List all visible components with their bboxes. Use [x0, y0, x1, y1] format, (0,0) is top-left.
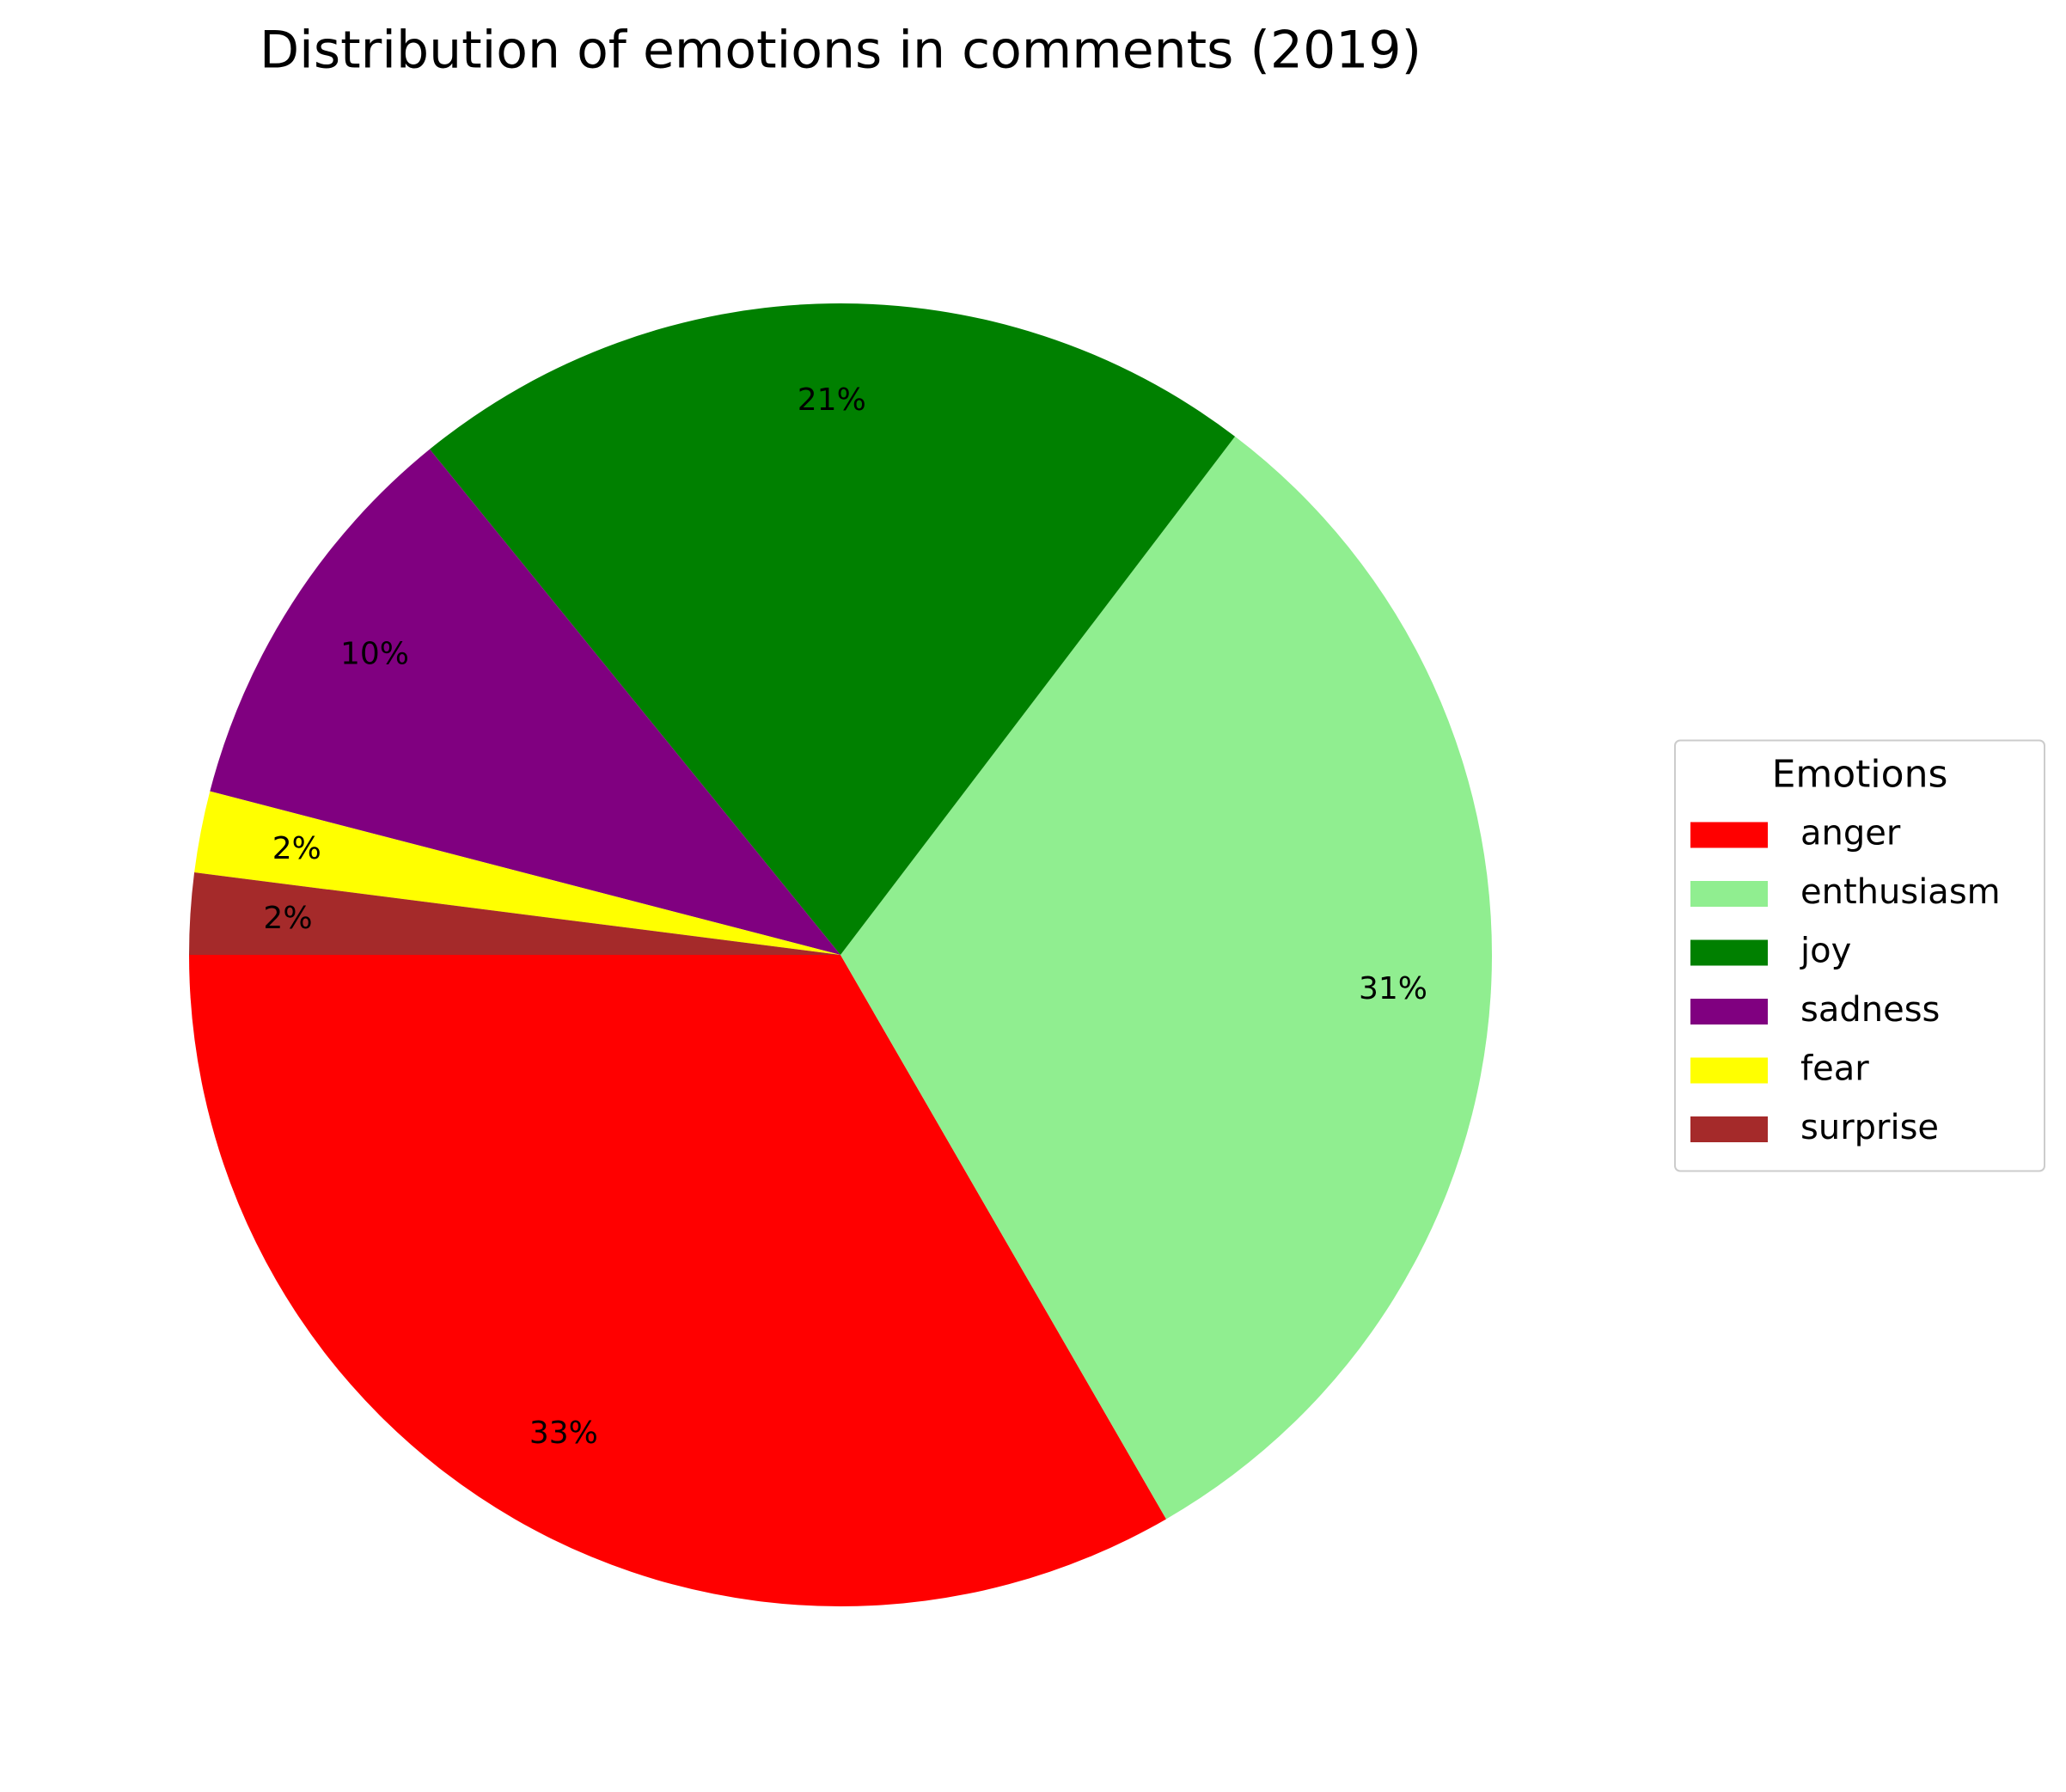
- legend-label: anger: [1800, 814, 1901, 853]
- legend-label: sadness: [1800, 990, 1940, 1030]
- legend-swatch: [1690, 939, 1768, 966]
- slice-label: 21%: [798, 382, 866, 418]
- legend-title: Emotions: [1772, 753, 1948, 797]
- legend-label: fear: [1800, 1049, 1869, 1089]
- legend-label: joy: [1800, 932, 1851, 971]
- slice-label: 2%: [263, 901, 312, 936]
- legend-swatch: [1690, 999, 1768, 1024]
- legend-label: surprise: [1800, 1108, 1939, 1147]
- slice-label: 2%: [272, 831, 321, 866]
- pie-slice: [430, 303, 1236, 956]
- pie-slice: [210, 449, 840, 955]
- pie-slice: [189, 872, 840, 955]
- chart-title: Distribution of emotions in comments (20…: [260, 21, 1421, 81]
- legend-swatch: [1690, 1057, 1768, 1084]
- slice-label: 31%: [1359, 971, 1427, 1006]
- pie-slice: [189, 955, 1166, 1606]
- legend-swatch: [1690, 1116, 1768, 1142]
- slice-label: 33%: [529, 1416, 598, 1451]
- legend-label: enthusiasm: [1800, 872, 2001, 912]
- pie-slice: [194, 791, 840, 955]
- legend-swatch: [1690, 881, 1768, 907]
- slice-label: 10%: [340, 637, 409, 672]
- legend-swatch: [1690, 822, 1768, 848]
- pie-slice: [840, 436, 1492, 1520]
